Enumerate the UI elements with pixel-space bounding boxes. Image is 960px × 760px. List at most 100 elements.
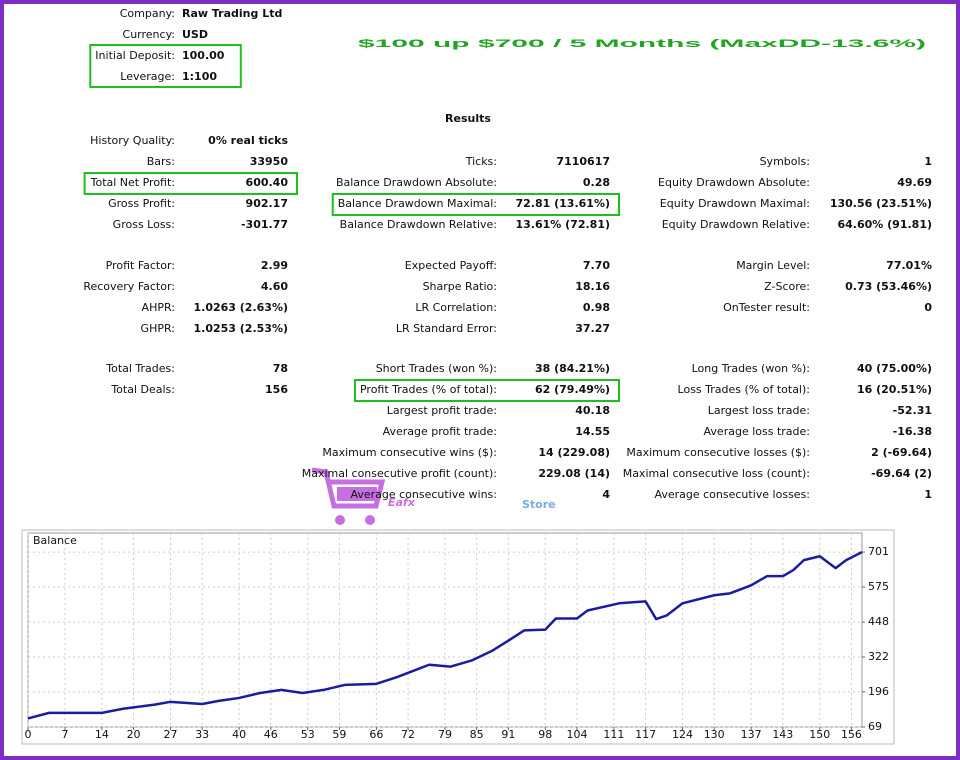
- stat-value: 156: [265, 383, 288, 396]
- stat-label: Equity Drawdown Absolute:: [658, 176, 810, 189]
- stat-label: Z-Score:: [764, 280, 810, 293]
- stat-label: Recovery Factor:: [83, 280, 175, 293]
- stat-value: -16.38: [893, 425, 932, 438]
- y-tick-label: 322: [868, 650, 889, 663]
- stat-value: -52.31: [893, 404, 932, 417]
- stat-value: 229.08 (14): [538, 467, 610, 480]
- stat-label: Symbols:: [760, 155, 810, 168]
- stat-value: 62 (79.49%): [535, 383, 610, 396]
- stat-label: Average profit trade:: [383, 425, 497, 438]
- stat-value: 16 (20.51%): [857, 383, 932, 396]
- stat-label: Average consecutive losses:: [654, 488, 810, 501]
- stat-label: Ticks:: [465, 155, 497, 168]
- stat-value: 33950: [250, 155, 289, 168]
- stat-label: Bars:: [147, 155, 175, 168]
- field-value: 1:100: [182, 70, 217, 83]
- stat-value: 2.99: [261, 259, 288, 272]
- x-tick-label: 14: [95, 728, 109, 741]
- stat-label: Expected Payoff:: [405, 259, 497, 272]
- stat-value: 14.55: [575, 425, 610, 438]
- stat-label: Total Deals:: [110, 383, 175, 396]
- stat-label: Maximum consecutive losses ($):: [626, 446, 810, 459]
- stat-value: 13.61% (72.81): [516, 218, 611, 231]
- cart-wheel: [335, 515, 345, 525]
- highlight-box: [83, 172, 298, 195]
- y-tick-label: 448: [868, 615, 889, 628]
- stat-value: 0% real ticks: [208, 134, 288, 147]
- x-tick-label: 7: [61, 728, 68, 741]
- stat-label: Gross Profit:: [108, 197, 175, 210]
- y-tick-label: 701: [868, 545, 889, 558]
- cart-basket: [337, 487, 377, 501]
- stat-value: 130.56 (23.51%): [830, 197, 932, 210]
- field-value: 100.00: [182, 49, 225, 62]
- stat-label: Largest profit trade:: [387, 404, 497, 417]
- stat-value: -69.64 (2): [871, 467, 932, 480]
- stat-label: Maximum consecutive wins ($):: [322, 446, 497, 459]
- stat-label: Profit Trades (% of total):: [360, 383, 497, 396]
- stat-value: 1.0253 (2.53%): [194, 322, 289, 335]
- stat-label: Balance Drawdown Maximal:: [338, 197, 497, 210]
- x-tick-label: 130: [704, 728, 725, 741]
- x-tick-label: 72: [401, 728, 415, 741]
- chart-frame: [21, 529, 895, 745]
- stat-value: 1.0263 (2.63%): [194, 301, 289, 314]
- stat-label: LR Correlation:: [415, 301, 497, 314]
- x-tick-label: 40: [232, 728, 246, 741]
- stat-label: Maximal consecutive loss (count):: [623, 467, 810, 480]
- stat-value: 4.60: [261, 280, 288, 293]
- stat-value: 72.81 (13.61%): [516, 197, 611, 210]
- x-tick-label: 143: [772, 728, 793, 741]
- x-tick-label: 27: [164, 728, 178, 741]
- x-tick-label: 79: [438, 728, 452, 741]
- x-tick-label: 98: [538, 728, 552, 741]
- x-tick-label: 53: [301, 728, 315, 741]
- stat-value: 18.16: [575, 280, 610, 293]
- x-tick-label: 46: [264, 728, 278, 741]
- headline: $100 up $700 / 5 Months (MaxDD-13.6%): [358, 38, 927, 50]
- stat-label: Profit Factor:: [106, 259, 175, 272]
- stat-value: 77.01%: [886, 259, 932, 272]
- x-tick-label: 111: [603, 728, 624, 741]
- field-label: Leverage:: [120, 70, 175, 83]
- stat-label: Total Net Profit:: [90, 176, 175, 189]
- stat-value: 78: [273, 362, 288, 375]
- stat-label: LR Standard Error:: [396, 322, 497, 335]
- x-tick-label: 150: [809, 728, 830, 741]
- stat-label: Total Trades:: [105, 362, 175, 375]
- watermark-brand: Eafx: [388, 496, 416, 509]
- stat-label: Margin Level:: [736, 259, 810, 272]
- field-label: Company:: [120, 7, 175, 20]
- y-tick-label: 575: [868, 580, 889, 593]
- field-label: Initial Deposit:: [95, 49, 175, 62]
- stat-value: 49.69: [897, 176, 932, 189]
- stat-value: 0.73 (53.46%): [845, 280, 932, 293]
- stat-label: Equity Drawdown Maximal:: [660, 197, 810, 210]
- chart-title: Balance: [33, 534, 77, 547]
- stat-value: 0: [924, 301, 932, 314]
- stat-label: Maximal consecutive profit (count):: [302, 467, 497, 480]
- stat-label: GHPR:: [141, 322, 175, 335]
- highlight-box: [353, 379, 620, 402]
- field-value: USD: [182, 28, 208, 41]
- x-tick-label: 91: [501, 728, 515, 741]
- cart-icon: [311, 467, 386, 509]
- x-tick-label: 59: [332, 728, 346, 741]
- stat-value: 600.40: [246, 176, 289, 189]
- stat-value: 0.28: [583, 176, 610, 189]
- results-title: Results: [445, 112, 491, 125]
- stat-value: 7.70: [583, 259, 610, 272]
- x-tick-label: 20: [127, 728, 141, 741]
- stat-value: 2 (-69.64): [871, 446, 932, 459]
- stat-label: Gross Loss:: [113, 218, 175, 231]
- stat-value: 1: [924, 488, 932, 501]
- stat-value: -301.77: [241, 218, 288, 231]
- x-tick-label: 0: [25, 728, 32, 741]
- stat-value: 64.60% (91.81): [838, 218, 933, 231]
- stat-label: History Quality:: [90, 134, 175, 147]
- x-tick-label: 66: [369, 728, 383, 741]
- stat-label: Largest loss trade:: [708, 404, 810, 417]
- stat-label: Short Trades (won %):: [376, 362, 497, 375]
- balance-line: [27, 550, 863, 720]
- y-tick-label: 69: [868, 720, 882, 733]
